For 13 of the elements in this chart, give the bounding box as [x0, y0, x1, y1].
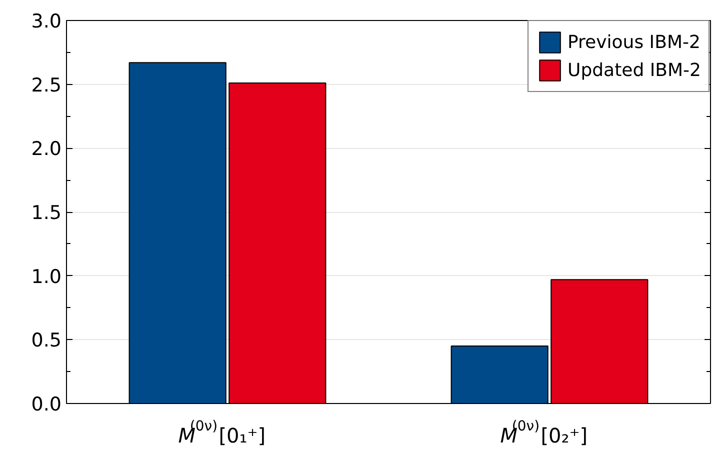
y-tick-label: 2.0 [31, 138, 62, 160]
bar [228, 82, 326, 404]
y-tick-label: 3.0 [31, 10, 62, 32]
y-tick-label: 1.0 [31, 266, 62, 288]
bar [550, 279, 648, 404]
y-tick-label: 1.5 [31, 202, 62, 224]
legend-label: Updated IBM-2 [568, 60, 701, 80]
bar [128, 62, 226, 404]
bar [450, 346, 548, 404]
legend-label: Previous IBM-2 [568, 32, 700, 52]
y-tick-label: 2.5 [31, 74, 62, 96]
y-tick-label: 0.0 [31, 394, 62, 416]
y-tick-label: 0.5 [31, 330, 62, 352]
